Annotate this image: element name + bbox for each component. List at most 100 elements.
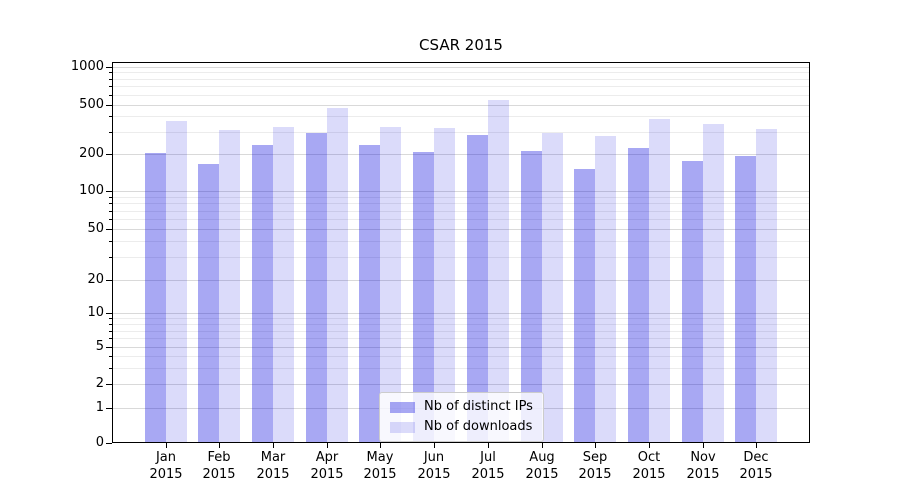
bar-distinct-ips-nov	[682, 161, 703, 442]
x-tick-jun	[434, 443, 435, 448]
gridline-minor	[113, 72, 809, 73]
bar-downloads-jul	[488, 100, 509, 442]
y-tick-minor	[109, 197, 112, 198]
bar-distinct-ips-may	[359, 145, 380, 442]
x-tick-label-sep: Sep 2015	[563, 449, 627, 483]
y-tick-minor	[109, 241, 112, 242]
x-tick-oct	[649, 443, 650, 448]
x-tick-label-oct: Oct 2015	[617, 449, 681, 483]
gridline-major	[113, 67, 809, 68]
y-tick-label: 10	[87, 305, 104, 320]
y-tick-minor	[109, 72, 112, 73]
x-label-month: Jan	[155, 450, 177, 465]
y-tick-major	[106, 408, 112, 409]
gridline-minor	[113, 324, 809, 325]
gridline-major	[113, 384, 809, 385]
x-label-year: 2015	[417, 467, 451, 482]
bar-downloads-may	[380, 127, 401, 442]
y-tick-minor	[109, 203, 112, 204]
x-tick-label-jan: Jan 2015	[134, 449, 198, 483]
legend-label-downloads: Nb of downloads	[424, 419, 533, 434]
x-tick-label-nov: Nov 2015	[671, 449, 735, 483]
gridline-minor	[113, 197, 809, 198]
bar-downloads-aug	[542, 133, 563, 442]
y-tick-minor	[109, 318, 112, 319]
x-tick-label-dec: Dec 2015	[724, 449, 788, 483]
x-label-month: May	[366, 450, 394, 465]
bar-distinct-ips-apr	[306, 133, 327, 442]
bar-downloads-feb	[219, 130, 240, 442]
x-tick-label-jun: Jun 2015	[402, 449, 466, 483]
bar-distinct-ips-jun	[413, 152, 434, 442]
y-tick-label: 50	[87, 221, 104, 236]
x-label-month: Mar	[260, 450, 286, 465]
x-label-month: Dec	[743, 450, 769, 465]
x-tick-label-may: May 2015	[348, 449, 412, 483]
x-tick-nov	[703, 443, 704, 448]
x-label-year: 2015	[686, 467, 720, 482]
x-tick-dec	[756, 443, 757, 448]
gridline-major	[113, 154, 809, 155]
gridline-minor	[113, 368, 809, 369]
gridline-major	[113, 280, 809, 281]
y-tick-minor	[109, 331, 112, 332]
gridline-minor	[113, 338, 809, 339]
plot-area: Nb of distinct IPs Nb of downloads	[112, 62, 810, 443]
x-tick-feb	[219, 443, 220, 448]
y-tick-label: 100	[79, 183, 104, 198]
bar-downloads-mar	[273, 127, 294, 442]
x-label-year: 2015	[471, 467, 505, 482]
gridline-minor	[113, 79, 809, 80]
y-tick-minor	[109, 132, 112, 133]
bar-distinct-ips-feb	[198, 164, 219, 442]
x-label-month: Oct	[637, 450, 661, 465]
legend-item-distinct-ips: Nb of distinct IPs	[390, 399, 533, 415]
y-tick-label: 1000	[70, 59, 104, 74]
y-tick-minor	[109, 79, 112, 80]
y-tick-minor	[109, 356, 112, 357]
x-tick-label-apr: Apr 2015	[295, 449, 359, 483]
gridline-major	[113, 229, 809, 230]
x-label-year: 2015	[739, 467, 773, 482]
bar-distinct-ips-jan	[145, 153, 166, 442]
gridline-minor	[113, 132, 809, 133]
y-tick-minor	[109, 95, 112, 96]
y-tick-minor	[109, 324, 112, 325]
legend: Nb of distinct IPs Nb of downloads	[379, 392, 544, 442]
y-tick-major	[106, 154, 112, 155]
bar-downloads-jan	[166, 121, 187, 442]
x-label-year: 2015	[256, 467, 290, 482]
y-tick-label: 1	[95, 400, 104, 415]
gridline-major	[113, 313, 809, 314]
bar-distinct-ips-dec	[735, 156, 756, 442]
x-tick-mar	[273, 443, 274, 448]
y-tick-minor	[109, 116, 112, 117]
x-label-month: Jul	[480, 450, 496, 465]
y-tick-label: 500	[79, 97, 104, 112]
x-tick-jul	[488, 443, 489, 448]
bar-downloads-dec	[756, 129, 777, 442]
y-tick-label: 2	[95, 376, 104, 391]
x-tick-aug	[542, 443, 543, 448]
bar-distinct-ips-jul	[467, 135, 488, 442]
bar-downloads-oct	[649, 119, 670, 442]
gridline-minor	[113, 116, 809, 117]
legend-swatch-distinct-ips	[390, 401, 415, 413]
x-tick-apr	[327, 443, 328, 448]
gridline-minor	[113, 356, 809, 357]
y-tick-label: 0	[95, 435, 104, 450]
y-tick-major	[106, 443, 112, 444]
gridline-minor	[113, 95, 809, 96]
x-tick-sep	[595, 443, 596, 448]
y-tick-minor	[109, 211, 112, 212]
gridline-minor	[113, 86, 809, 87]
y-tick-major	[106, 191, 112, 192]
y-tick-minor	[109, 368, 112, 369]
x-label-year: 2015	[149, 467, 183, 482]
gridline-minor	[113, 203, 809, 204]
gridline-minor	[113, 331, 809, 332]
gridline-major	[113, 105, 809, 106]
x-tick-label-feb: Feb 2015	[187, 449, 251, 483]
y-tick-label: 5	[95, 339, 104, 354]
